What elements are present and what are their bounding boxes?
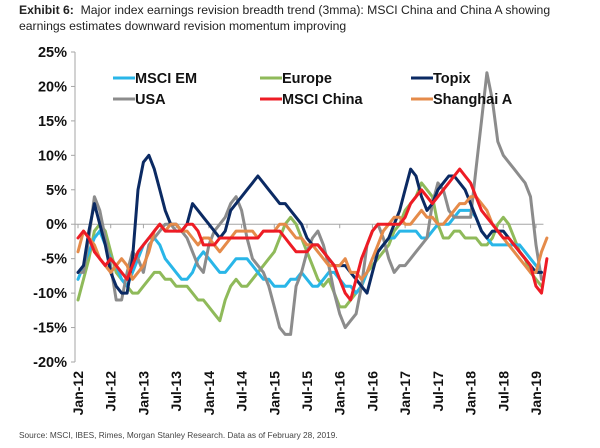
legend-label: MSCI EM (135, 71, 197, 87)
x-tick-label: Jul-14 (234, 371, 250, 412)
legend-label: Europe (282, 71, 332, 87)
x-tick-label: Jul-18 (495, 371, 511, 412)
x-tick-label: Jul-15 (299, 371, 315, 412)
x-tick-label: Jan-14 (201, 371, 217, 416)
x-tick-label: Jul-12 (103, 371, 119, 412)
y-tick-label: 10% (38, 148, 67, 164)
legend-item-msci-em: MSCI EM (113, 71, 197, 87)
legend-label: Topix (433, 71, 471, 87)
legend-item-topix: Topix (411, 71, 471, 87)
y-axis: 25% 20% 15% 10% 5% 0% -5% -10% -15% -20% (33, 45, 76, 371)
legend-label: MSCI China (282, 92, 363, 108)
legend-item-usa: USA (113, 92, 166, 108)
exhibit-title-text: Major index earnings revision breadth tr… (19, 3, 551, 33)
legend-item-shanghai-a: Shanghai A (411, 92, 513, 108)
legend: MSCI EM Europe Topix USA MSCI China Shanghai … (113, 71, 513, 108)
x-tick-label: Jul-16 (364, 371, 380, 412)
x-tick-label: Jul-17 (430, 371, 446, 412)
source-note: Source: MSCI, IBES, Rimes, Morgan Stanle… (19, 430, 338, 440)
y-tick-label: 0% (46, 217, 67, 233)
x-tick-label: Jan-19 (528, 371, 544, 416)
x-tick-label: Jan-17 (397, 371, 413, 416)
series-lines (76, 71, 549, 336)
legend-label: Shanghai A (433, 92, 513, 108)
exhibit-label: Exhibit 6: (19, 3, 74, 17)
x-axis: Jan-12 Jul-12 Jan-13 Jul-13 Jan-14 Jul-14 Jan-… (70, 223, 544, 416)
y-tick-label: 15% (38, 114, 67, 130)
legend-label: USA (135, 92, 166, 108)
series-line-europe (76, 181, 543, 323)
series-line-msci-china (76, 167, 549, 302)
y-tick-label: 20% (38, 79, 67, 95)
legend-item-europe: Europe (260, 71, 332, 87)
series-line-topix (76, 153, 543, 295)
x-tick-label: Jan-15 (266, 371, 282, 416)
x-tick-label: Jan-16 (332, 371, 348, 416)
y-tick-label: 25% (38, 45, 67, 61)
exhibit-title: Exhibit 6: Major index earnings revision… (19, 2, 589, 34)
y-tick-label: -20% (33, 355, 67, 371)
y-tick-label: -5% (41, 252, 67, 268)
x-tick-label: Jul-13 (168, 371, 184, 412)
x-tick-label: Jan-13 (135, 371, 151, 416)
y-tick-label: -15% (33, 321, 67, 337)
y-tick-label: 5% (46, 183, 67, 199)
y-tick-label: -10% (33, 286, 67, 302)
x-tick-label: Jan-12 (70, 371, 86, 416)
x-tick-label: Jan-18 (463, 371, 479, 416)
legend-item-msci-china: MSCI China (260, 92, 363, 108)
